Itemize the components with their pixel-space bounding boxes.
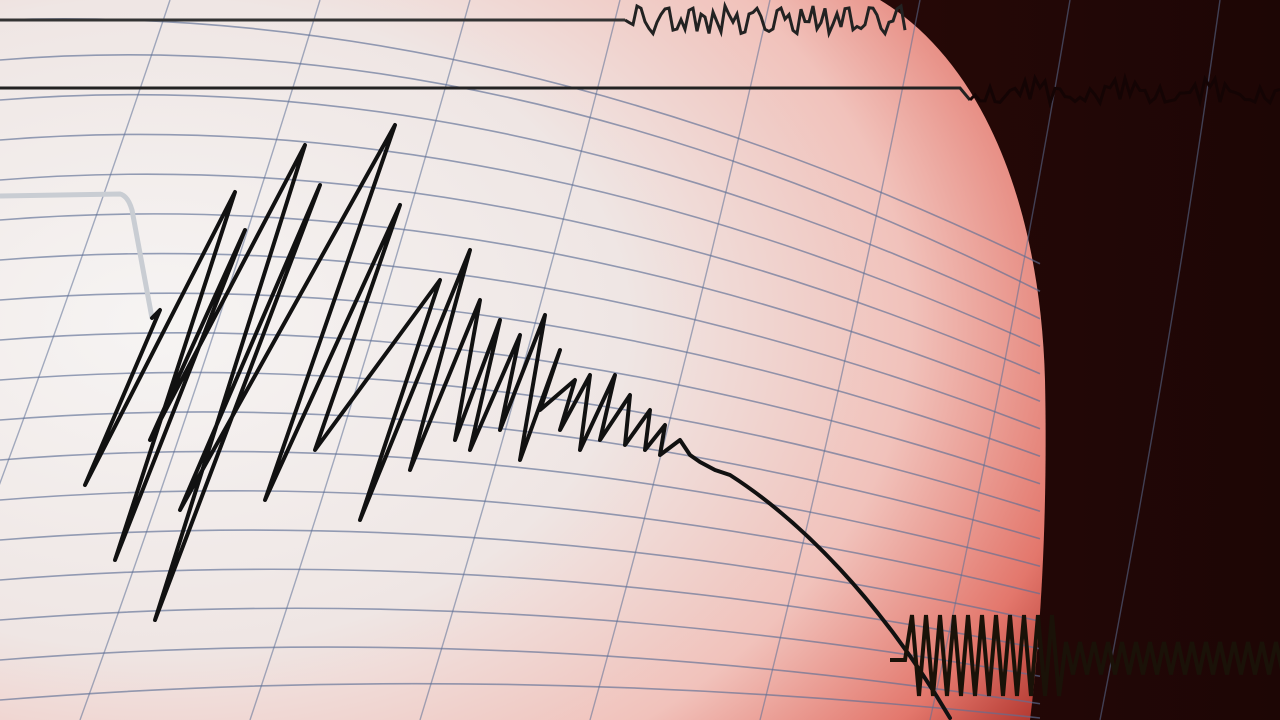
grid-line-vertical — [1099, 0, 1221, 720]
seismic-trace — [83, 123, 952, 720]
grid-line-horizontal — [0, 411, 1041, 540]
pen-arm — [0, 191, 155, 319]
grid-line-horizontal — [0, 93, 1041, 320]
grid-line-horizontal — [0, 607, 1041, 678]
grid-line-horizontal — [0, 54, 1041, 292]
upper-trace-wiggle — [624, 0, 907, 39]
grid-line-horizontal — [0, 646, 1041, 705]
grid-line-vertical — [249, 0, 471, 720]
lower-trace — [890, 614, 1280, 697]
grid-line-vertical — [419, 0, 621, 720]
grid-line-vertical — [759, 0, 921, 720]
grid-line-horizontal — [0, 490, 1041, 595]
second-trace-line — [0, 86, 972, 101]
grid-line-horizontal — [0, 450, 1041, 568]
grid-line-horizontal — [0, 371, 1041, 513]
grid-line-vertical — [79, 0, 321, 720]
grid-line-vertical — [589, 0, 771, 720]
grid-line-horizontal — [0, 252, 1041, 430]
grid-line-vertical — [0, 0, 171, 486]
grid-lines — [0, 0, 1221, 720]
grid-line-horizontal — [0, 173, 1041, 375]
second-trace-wiggle — [968, 72, 1280, 109]
grid-line-horizontal — [0, 682, 1041, 719]
upper-traces — [0, 0, 1280, 109]
grid-line-horizontal — [0, 133, 1041, 347]
grid-line-horizontal — [0, 213, 1041, 402]
